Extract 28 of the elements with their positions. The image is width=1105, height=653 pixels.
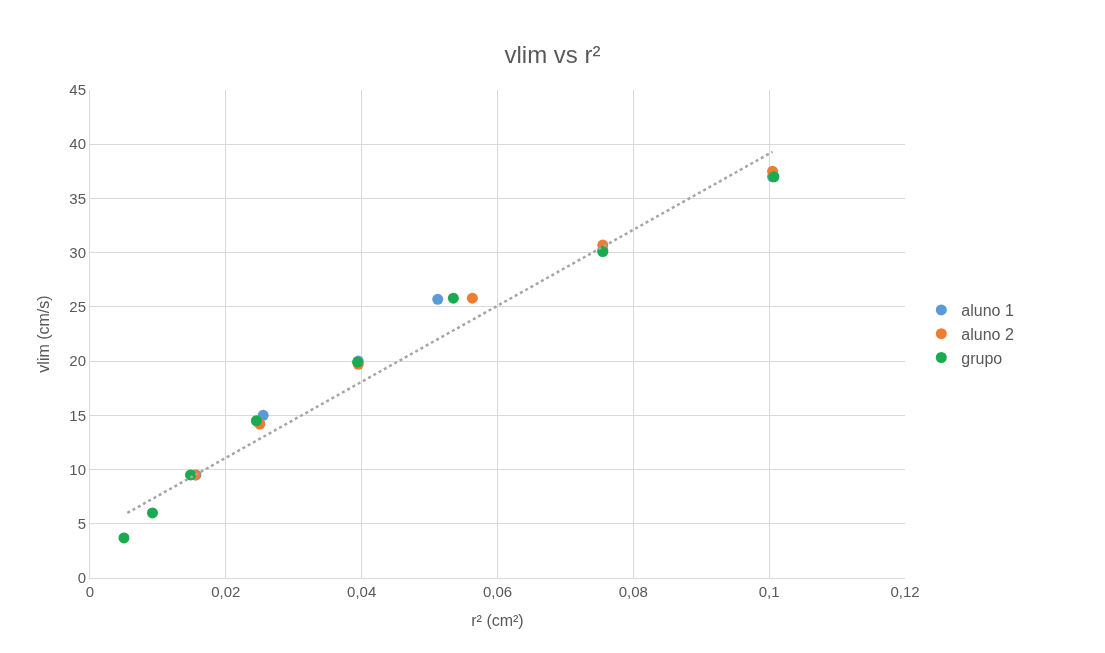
y-tick-label: 15 [69,406,86,424]
y-tick-label: 35 [69,189,86,207]
y-tick-label: 0 [77,569,86,587]
point [118,532,130,544]
point [447,292,459,304]
x-tick-label: 0,04 [347,583,377,600]
y-tick-label: 45 [69,81,86,99]
y-tick-label: 10 [69,460,86,478]
point [466,292,478,304]
chart-title: vlim vs r² [504,40,601,68]
legend-label: grupo [961,349,1003,367]
point [250,415,262,427]
y-tick-label: 30 [69,243,86,261]
legend-label: aluno 2 [961,325,1014,343]
legend-label: aluno 1 [961,302,1014,320]
point [146,507,158,519]
x-tick-label: 0,08 [618,583,648,600]
x-axis-title: r² (cm²) [471,611,524,629]
y-tick-label: 20 [69,352,86,370]
y-tick-label: 5 [77,515,86,533]
y-tick-label: 25 [69,298,86,316]
x-tick-label: 0,06 [482,583,513,600]
y-axis-title: vlim (cm/s) [35,295,53,373]
y-tick-label: 40 [69,135,86,153]
x-tick-label: 0,12 [890,583,920,600]
x-tick-label: 0,1 [758,583,780,600]
point [432,293,444,305]
x-tick-label: 0,02 [211,583,241,600]
